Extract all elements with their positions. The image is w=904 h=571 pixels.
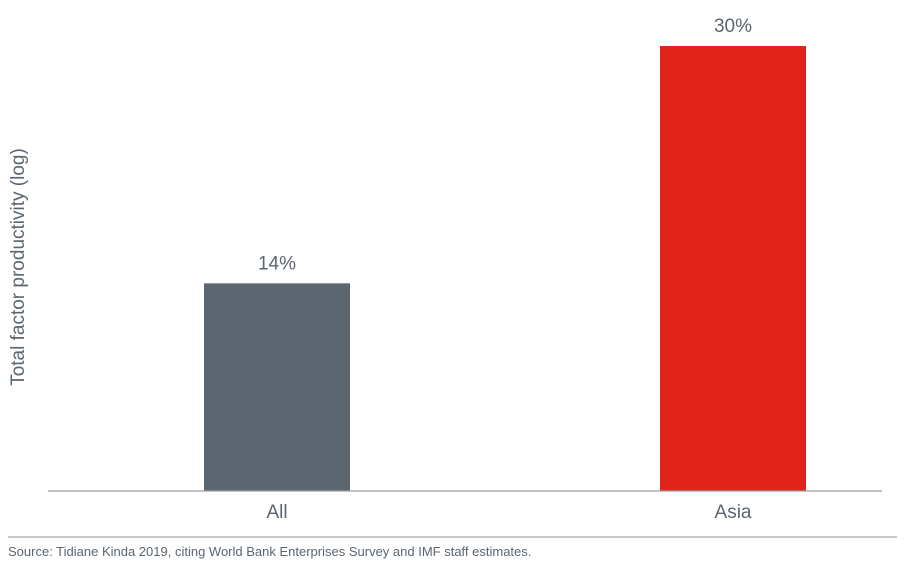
x-tick-label-all: All [266,502,287,523]
bar-all [204,283,350,491]
x-tick-label-asia: Asia [715,502,752,523]
x-tick-labels: All Asia [266,502,751,523]
data-labels: 14% 30% [258,16,752,274]
bars [204,46,806,491]
y-axis-label: Total factor productivity (log) [8,148,29,386]
data-label-asia: 30% [714,16,752,37]
data-label-all: 14% [258,253,296,274]
bar-asia [660,46,806,491]
source-note: Source: Tidiane Kinda 2019, citing World… [8,544,531,559]
